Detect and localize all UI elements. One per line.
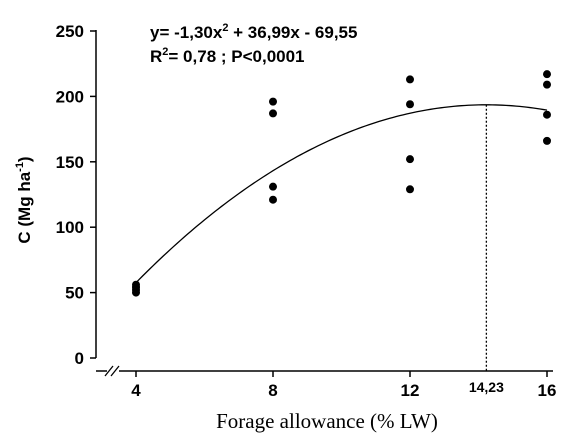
x-tick-label: 4 xyxy=(131,381,141,400)
data-point xyxy=(406,185,414,194)
data-point xyxy=(543,70,551,79)
data-point xyxy=(132,288,140,297)
data-point xyxy=(406,75,414,84)
fit-curve xyxy=(135,104,548,284)
r2-label: R2= 0,78 ; P<0,0001 xyxy=(150,46,305,66)
x-axis-label: Forage allowance (% LW) xyxy=(216,409,438,433)
y-axis-label: C (Mg ha-1) xyxy=(14,156,34,243)
data-point xyxy=(269,109,277,118)
y-tick-label: 50 xyxy=(65,284,84,303)
y-tick-label: 100 xyxy=(56,218,84,237)
y-tick-label: 200 xyxy=(56,87,84,106)
x-tick-label: 12 xyxy=(401,381,420,400)
data-point xyxy=(269,97,277,106)
y-tick-label: 150 xyxy=(56,153,84,172)
data-point xyxy=(406,100,414,109)
optimum-label: 14,23 xyxy=(469,379,504,395)
data-point xyxy=(543,110,551,119)
axes xyxy=(95,30,553,377)
data-point xyxy=(543,136,551,145)
data-points xyxy=(132,70,551,297)
data-point xyxy=(269,182,277,191)
data-point xyxy=(406,155,414,164)
equation-label: y= -1,30x2 + 36,99x - 69,55 xyxy=(150,22,357,42)
y-tick-label: 250 xyxy=(56,22,84,41)
x-tick-label: 8 xyxy=(268,381,277,400)
data-point xyxy=(269,195,277,204)
x-ticks: 4 8 12 16 xyxy=(131,371,556,400)
axis-break-marks xyxy=(104,365,120,377)
data-point xyxy=(543,80,551,89)
y-ticks: 0 50 100 150 200 250 xyxy=(56,22,96,368)
y-tick-label: 0 xyxy=(75,349,84,368)
x-tick-label: 16 xyxy=(538,381,557,400)
